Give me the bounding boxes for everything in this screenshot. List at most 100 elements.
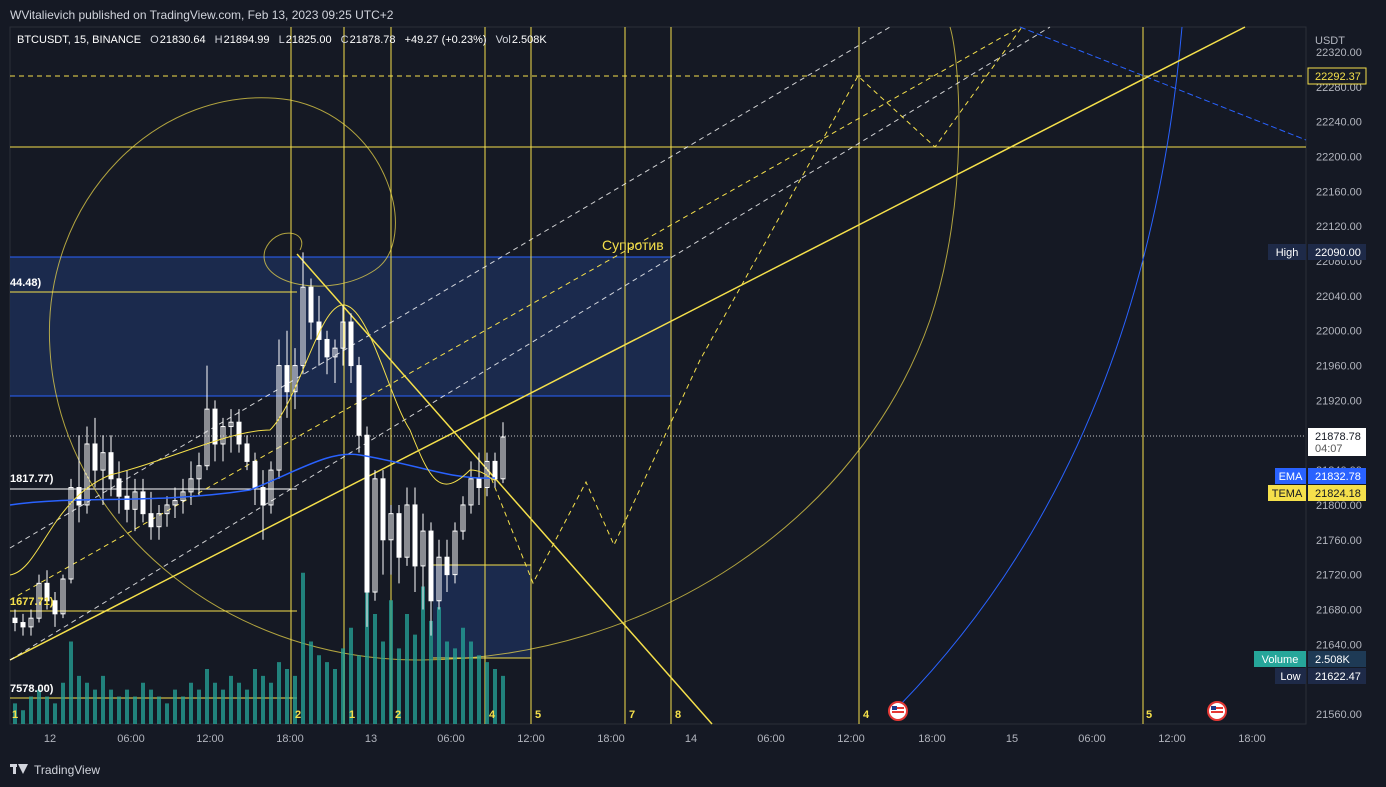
candle-body <box>68 487 74 580</box>
brand-name: TradingView <box>34 763 101 777</box>
price-axis-tick: 22320.00 <box>1316 47 1362 59</box>
candle-body <box>44 582 50 602</box>
volume-bar <box>453 648 457 724</box>
volume-bar <box>413 634 417 724</box>
candle-body <box>124 495 130 510</box>
volume-bar <box>389 600 393 724</box>
volume-bar <box>197 689 201 724</box>
candle-body <box>204 408 210 467</box>
tradingview-logo[interactable]: TradingView <box>10 763 100 777</box>
volume-bar <box>149 689 153 724</box>
wave-label: 5 <box>535 709 541 721</box>
candle-body <box>308 286 314 323</box>
candle-body <box>28 617 34 628</box>
candle-body <box>188 478 194 493</box>
wave-label: 1 <box>349 709 355 721</box>
candle-body <box>460 504 466 532</box>
candle-body <box>172 500 178 506</box>
price-badge: 2.508K Volume <box>1254 651 1366 667</box>
candle-body <box>372 478 378 593</box>
tradingview-logo-icon <box>10 764 30 776</box>
price-badge: 21824.18 TEMA <box>1268 485 1366 501</box>
candle-body <box>292 365 298 393</box>
volume-bar <box>349 627 353 724</box>
candle-body <box>92 443 98 471</box>
channel-lower <box>9 26 1051 661</box>
volume-bar <box>445 641 449 724</box>
volume-bar <box>469 641 473 724</box>
price-badge-label: Low <box>1280 671 1300 683</box>
candle-body <box>444 556 450 576</box>
price-badge: 21832.78 EMA <box>1275 468 1366 484</box>
legend-open: 21830.64 <box>159 34 206 46</box>
price-badge-label: TEMA <box>1272 488 1303 500</box>
volume-bar <box>85 682 89 724</box>
level-label: 7578.00) <box>10 683 54 695</box>
time-axis-tick: 06:00 <box>757 733 785 745</box>
candle-body <box>252 460 258 489</box>
volume-bar <box>181 696 185 724</box>
candle-body <box>396 513 402 558</box>
price-axis-tick: 21720.00 <box>1316 570 1362 582</box>
price-badge-label-box <box>1254 651 1306 667</box>
legend-low: 21825.00 <box>285 34 332 46</box>
wave-label: 4 <box>489 709 496 721</box>
price-axis-tick: 22200.00 <box>1316 152 1362 164</box>
volume-bar <box>101 675 105 724</box>
candle-body <box>108 452 114 480</box>
price-badge-label-box <box>1275 668 1306 684</box>
wave-label: 8 <box>675 709 681 721</box>
volume-bar <box>237 682 241 724</box>
candle-body <box>84 443 90 506</box>
candle-body <box>300 286 306 367</box>
volume-bar <box>165 703 169 724</box>
footer-bar: TradingView <box>0 752 1386 787</box>
volume-bar <box>277 662 281 724</box>
flag-stripe <box>1211 711 1223 713</box>
price-axis-tick: 22240.00 <box>1316 117 1362 129</box>
time-axis-tick: 12:00 <box>837 733 865 745</box>
volume-bar <box>381 641 385 724</box>
level-label: 1817.77) <box>10 473 54 485</box>
wave-label: 2 <box>395 709 401 721</box>
candle-body <box>260 487 266 506</box>
time-axis-tick: 15 <box>1006 733 1018 745</box>
candle-body <box>324 338 330 358</box>
price-badge-box <box>1308 244 1366 260</box>
price-badge-value: 21878.78 <box>1315 431 1361 443</box>
price-axis-tick: 21560.00 <box>1316 709 1362 721</box>
price-badge-value: 21832.78 <box>1315 471 1361 483</box>
legend-change: +49.27 (+0.23%) <box>404 34 487 46</box>
candle-body <box>132 491 138 510</box>
volume-bar <box>141 682 145 724</box>
flag-stripe <box>892 707 904 709</box>
flag-stripe <box>892 711 904 713</box>
volume-bar <box>485 662 489 724</box>
candle-body <box>476 478 482 489</box>
volume-bar <box>397 648 401 724</box>
price-badge: 21622.47 Low <box>1275 668 1366 684</box>
level-label: 1677.71) <box>10 596 54 608</box>
candle-body <box>156 513 162 528</box>
economic-event-icon[interactable] <box>1207 701 1227 721</box>
candle-body <box>412 504 418 567</box>
price-axis-tick: 22000.00 <box>1316 326 1362 338</box>
price-badge-value: 22090.00 <box>1315 247 1361 259</box>
volume-bar <box>421 586 425 724</box>
volume-bar <box>21 710 25 724</box>
volume-bar <box>61 682 65 724</box>
candle-body <box>20 622 26 628</box>
candle-body <box>236 421 242 445</box>
candle-body <box>100 452 106 471</box>
flag-canton <box>892 706 897 710</box>
volume-bar <box>437 607 441 724</box>
time-axis-tick: 12:00 <box>1158 733 1186 745</box>
channel-mid <box>9 26 1021 601</box>
volume-bar <box>501 675 505 724</box>
volume-bar <box>269 682 273 724</box>
candle-body <box>220 426 226 445</box>
candle-body <box>468 478 474 506</box>
economic-event-icon[interactable] <box>888 701 908 721</box>
tema-line <box>9 304 496 576</box>
